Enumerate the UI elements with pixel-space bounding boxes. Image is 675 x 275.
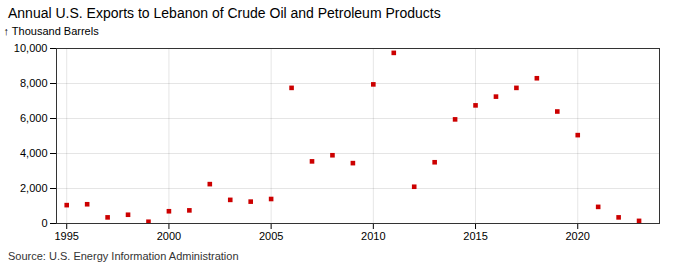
svg-text:2,000: 2,000: [20, 182, 48, 194]
svg-text:4,000: 4,000: [20, 147, 48, 159]
svg-text:2000: 2000: [157, 230, 181, 242]
svg-text:2015: 2015: [463, 230, 487, 242]
svg-text:1995: 1995: [54, 230, 78, 242]
svg-text:2020: 2020: [565, 230, 589, 242]
html-text:Source: U.S. Energy Informatio: Source: U.S. Energy Information Administ…: [8, 250, 239, 262]
svg-text:2005: 2005: [259, 230, 283, 242]
svg-text:6,000: 6,000: [20, 112, 48, 124]
svg-text:0: 0: [41, 217, 47, 229]
svg-text:8,000: 8,000: [20, 77, 48, 89]
svg-text:2010: 2010: [361, 230, 385, 242]
svg-text:↑ Thousand Barrels: ↑ Thousand Barrels: [4, 25, 100, 37]
html-text:Annual U.S. Exports to Lebanon: Annual U.S. Exports to Lebanon of Crude …: [8, 5, 441, 21]
svg-text:10,000: 10,000: [14, 42, 48, 54]
